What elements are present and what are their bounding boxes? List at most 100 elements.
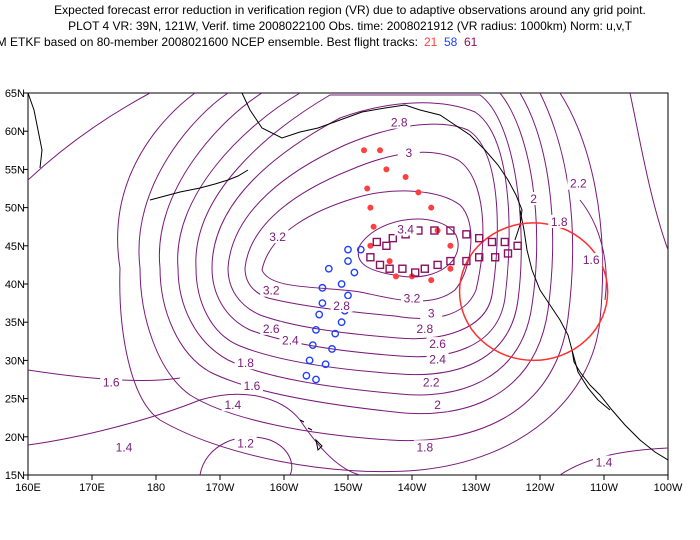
contour-label-bg	[279, 333, 302, 347]
track-61-point	[382, 241, 391, 251]
contour-label: 1.2	[237, 436, 254, 450]
contour-label-bg	[567, 176, 590, 190]
track-58-point	[305, 356, 314, 365]
track-21-point	[367, 242, 374, 249]
contour-label-bg	[221, 398, 244, 412]
track-61-point	[433, 260, 442, 270]
track-58-point	[344, 291, 352, 300]
track-58-point	[318, 299, 327, 307]
x-tick-label: 120W	[526, 482, 555, 494]
contour-label-bg	[394, 222, 417, 236]
contour-label: 3.2	[269, 230, 286, 244]
track-61-point	[446, 256, 455, 266]
y-tick-label: 50N	[5, 203, 25, 215]
track-61-point	[491, 253, 500, 262]
contour-label-bg	[548, 214, 571, 228]
track-61-point	[500, 237, 509, 247]
contour-label: 2.4	[282, 333, 299, 347]
alaska-coast	[241, 93, 523, 241]
y-tick-label: 15N	[5, 470, 25, 482]
contour-label-bg	[100, 375, 123, 389]
contour-1.4-se	[559, 447, 668, 475]
contour-labels: 2.832.221.81.63.43.23.23.22.832.6 2.82.4 2…	[100, 115, 615, 470]
track-58-point	[331, 329, 340, 338]
track-21-point	[393, 273, 399, 280]
contour-2.4	[195, 94, 522, 376]
contour-label: 2.8	[391, 116, 408, 130]
coastlines	[28, 93, 668, 461]
baja-coast	[571, 349, 611, 411]
contour-label-bg	[426, 352, 449, 366]
x-axis: 160E 170E 180 170W 160W 150W 140W 130W 120W 110W 1…	[15, 475, 683, 494]
track-21-point	[447, 265, 454, 272]
contour-label-bg	[234, 356, 257, 370]
contour-2.8	[227, 123, 498, 340]
y-tick-label: 65N	[5, 88, 25, 100]
y-tick-label: 45N	[5, 241, 25, 253]
contour-label-bg	[420, 306, 443, 320]
track-61-point	[475, 233, 484, 243]
track-58-point	[350, 268, 359, 277]
flight-tracks	[302, 147, 522, 384]
x-tick-label: 160E	[15, 482, 41, 494]
track-21-point	[428, 277, 435, 284]
contour-label-bg	[397, 146, 420, 160]
track-61-point	[462, 256, 471, 266]
y-axis: 15N 20N 25N 30N 35N 40N 45N 50N 55N 60N 65N	[5, 88, 28, 482]
contour-1.6	[117, 93, 604, 473]
track-58-point	[328, 345, 336, 353]
contour-label: 1.6	[244, 379, 261, 393]
contour-label-bg	[420, 375, 443, 389]
track-58-label: 58	[444, 35, 458, 49]
track-58-point	[315, 310, 324, 319]
y-tick-label: 35N	[5, 317, 25, 329]
contour-label: 1.6	[103, 375, 120, 389]
contour-label: 3.2	[263, 284, 280, 298]
contour-label: 3.4	[397, 223, 414, 237]
x-tick-label: 140W	[398, 482, 427, 494]
track-21-point	[415, 189, 422, 196]
track-61-point	[375, 260, 385, 270]
track-21-point	[377, 147, 383, 154]
track-61-point	[372, 237, 381, 247]
track-61-point	[388, 233, 397, 243]
hawaii-islands	[299, 419, 323, 452]
x-tick-label: 130W	[462, 482, 491, 494]
contour-label: 2	[530, 192, 537, 206]
track-61-point	[446, 226, 455, 235]
contour-label-bg	[413, 440, 436, 454]
contour-label: 1.8	[551, 215, 568, 229]
contour-label: 3.2	[404, 291, 421, 305]
contour-label: 2.8	[333, 299, 350, 313]
contour-3	[244, 151, 484, 319]
x-tick-label: 110W	[590, 482, 619, 494]
y-tick-label: 25N	[5, 394, 25, 406]
contour-label-bg	[260, 283, 283, 297]
track-58-point	[312, 325, 320, 334]
track-21-point	[428, 204, 435, 211]
contour-label: 1.4	[116, 440, 133, 454]
contour-label-bg	[388, 115, 411, 129]
contour-label-bg	[522, 191, 545, 205]
contour-label-bg	[593, 455, 615, 469]
contour-label: 1.6	[583, 253, 600, 267]
track-21-point	[367, 204, 374, 211]
track-21-point	[370, 223, 377, 230]
track-58-point	[324, 264, 333, 273]
contour-2	[158, 93, 554, 415]
contour-label: 2.6	[429, 337, 446, 351]
contour-lines	[28, 93, 668, 475]
track-61-point	[513, 241, 522, 251]
track-58-point	[337, 280, 346, 288]
contour-label-bg	[580, 253, 603, 267]
y-tick-label: 55N	[5, 164, 25, 176]
track-61-label: 61	[464, 35, 478, 49]
x-tick-label: 150W	[334, 482, 363, 494]
contour-label-bg	[330, 298, 353, 312]
aleutian-islands	[149, 169, 249, 201]
contour-3.2	[261, 190, 472, 302]
track-21-point	[447, 242, 454, 249]
track-58-point	[308, 341, 317, 350]
contour-label-bg	[113, 440, 135, 454]
title-line-1: Expected forecast error reduction in ver…	[54, 3, 646, 17]
